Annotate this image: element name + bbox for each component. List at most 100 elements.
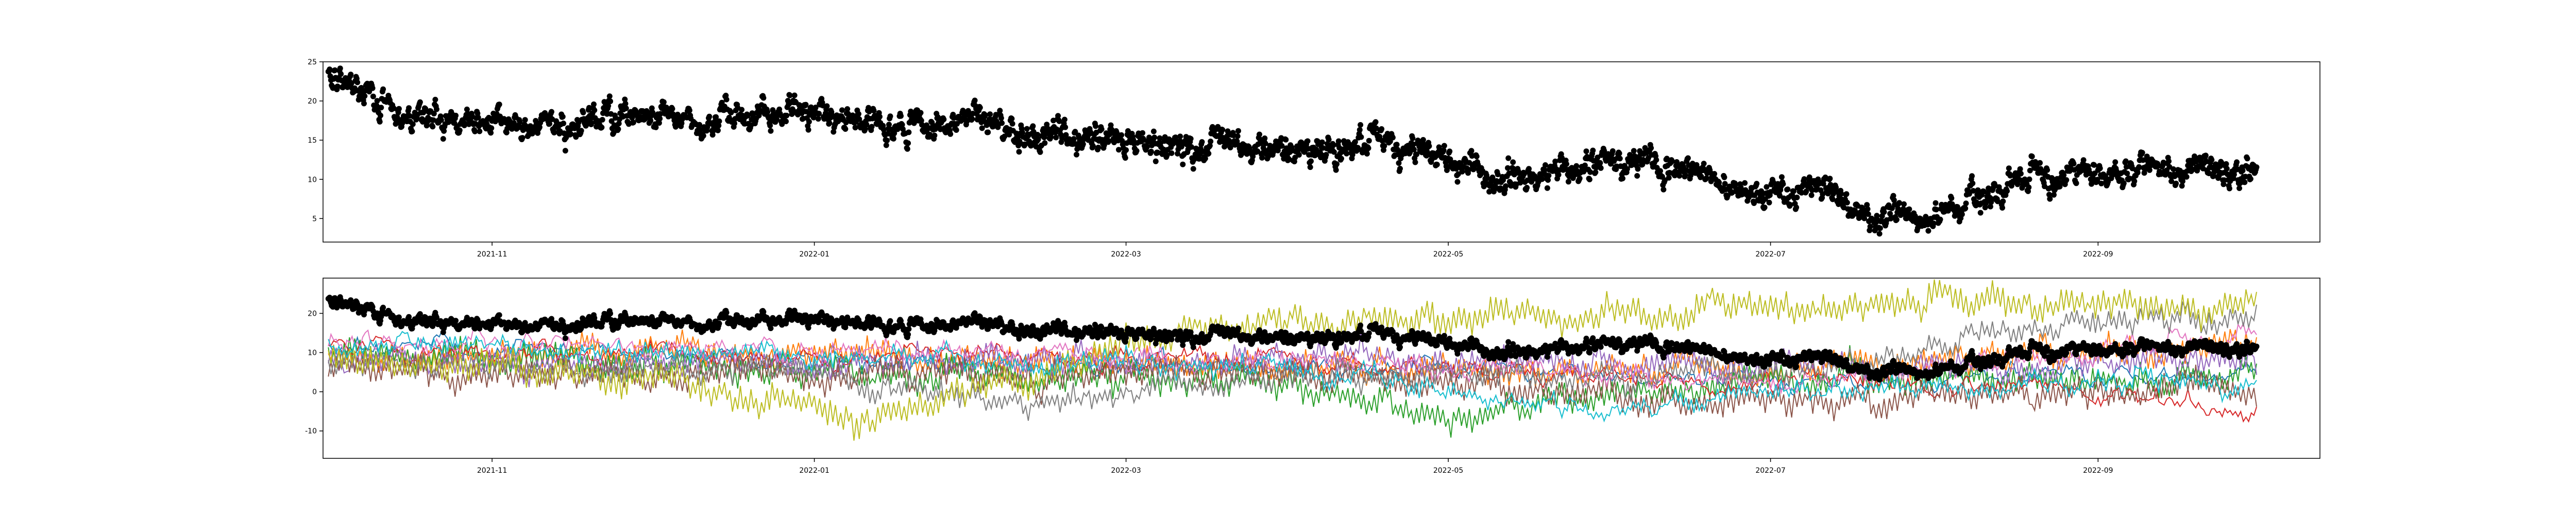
panel0-point [1202, 156, 1208, 162]
panel0-point [377, 118, 383, 125]
panel0-point [2098, 180, 2105, 186]
panel0-point [844, 106, 851, 112]
panel0-point [866, 109, 872, 115]
panel0-point [918, 110, 924, 116]
panel0-point [1877, 225, 1883, 231]
panel0-point [1140, 130, 1146, 136]
panel0-point [1188, 135, 1194, 142]
panel0-point [700, 133, 706, 139]
panel0-point [1358, 122, 1364, 128]
bottom-line-panel: 2021-11 2022-01 2022-03 2022-05 2022-07 2022-… [305, 278, 2320, 475]
panel0-point [1724, 193, 1731, 199]
panel0-scatter-series [325, 65, 2260, 237]
panel0-point [831, 129, 837, 135]
panel1-y-tick-label: 20 [308, 310, 317, 318]
panel0-point [883, 142, 889, 148]
panel0-point [1808, 192, 1815, 198]
panel1-point [380, 304, 386, 311]
panel0-point [1095, 144, 1101, 150]
panel1-point [1590, 335, 1596, 341]
panel0-point [1062, 124, 1069, 130]
panel0-point [1682, 172, 1688, 178]
panel0-point [1150, 128, 1157, 134]
panel0-point [884, 138, 890, 144]
panel0-point [588, 122, 594, 127]
panel1-x-tick-label: 2022-09 [2083, 467, 2113, 475]
panel0-point [791, 92, 798, 98]
panel0-point [1627, 152, 1633, 158]
panel0-point [1098, 126, 1105, 132]
panel0-point [806, 118, 812, 125]
panel0-point [1440, 147, 1447, 153]
panel0-point [1396, 160, 1402, 166]
panel1-point [607, 311, 614, 317]
panel0-point [686, 107, 692, 113]
panel0-point [979, 125, 985, 131]
panel0-point [551, 130, 557, 135]
panel0-point [2080, 157, 2087, 163]
panel0-point [789, 111, 795, 117]
panel0-point [852, 125, 858, 131]
panel0-point [2209, 157, 2215, 163]
panel0-point [504, 126, 511, 132]
panel0-point [2136, 164, 2142, 170]
panel0-point [887, 113, 893, 119]
panel0-point [716, 123, 722, 129]
panel0-point [1539, 176, 1545, 182]
panel0-point [1019, 129, 1025, 135]
panel0-point [1586, 177, 1592, 182]
top-scatter-panel: 2021-11 2022-01 2022-03 2022-05 2022-07 2022-… [308, 58, 2320, 259]
panel0-point [622, 96, 628, 102]
panel0-point [2240, 167, 2246, 174]
panel0-point [657, 111, 664, 117]
panel1-point [1180, 342, 1186, 348]
panel0-x-tick-label: 2022-01 [799, 250, 829, 259]
panel0-point [1157, 135, 1163, 141]
panel0-point [1053, 134, 1059, 141]
panel1-point [434, 315, 439, 320]
panel0-point [1751, 200, 1757, 206]
panel0-point [1459, 168, 1465, 175]
panel0-point [1867, 224, 1873, 230]
panel0-point [1624, 166, 1630, 172]
panel0-point [1881, 209, 1887, 215]
panel0-axes-frame [323, 61, 2320, 243]
panel0-point [2071, 161, 2077, 167]
panel0-point [1598, 165, 1604, 171]
panel0-point [1283, 145, 1290, 151]
panel0-point [1893, 217, 1900, 223]
panel1-point [1235, 325, 1241, 332]
panel0-point [1144, 144, 1150, 150]
panel0-point [475, 114, 481, 121]
panel0-point [2139, 150, 2145, 156]
panel0-point [970, 111, 976, 116]
panel0-point [845, 111, 851, 117]
panel0-point [1565, 179, 1571, 185]
panel0-point [2091, 162, 2097, 168]
panel0-x-tick-label: 2022-03 [1111, 250, 1141, 259]
panel0-point [1122, 155, 1128, 161]
panel0-point [1042, 140, 1048, 146]
panel0-point [605, 103, 612, 109]
panel0-point [1754, 181, 1760, 187]
panel1-point [562, 335, 568, 341]
panel0-point [1414, 151, 1420, 158]
panel0-point [396, 106, 402, 112]
panel0-point [1635, 166, 1641, 172]
panel0-point [697, 122, 703, 128]
panel0-point [1590, 147, 1596, 153]
panel0-point [430, 124, 436, 130]
panel0-point [803, 101, 809, 108]
panel0-point [629, 115, 635, 121]
panel0-point [332, 67, 338, 73]
panel0-point [815, 116, 821, 122]
panel0-point [760, 95, 767, 101]
panel0-y-tick-label: 25 [308, 58, 317, 66]
panel0-point [1524, 184, 1530, 191]
panel0-point [898, 113, 904, 119]
panel0-point [1505, 165, 1511, 171]
panel0-point [1412, 159, 1418, 165]
panel0-point [1516, 170, 1522, 176]
panel0-point [758, 108, 764, 114]
panel0-point [1323, 152, 1329, 158]
